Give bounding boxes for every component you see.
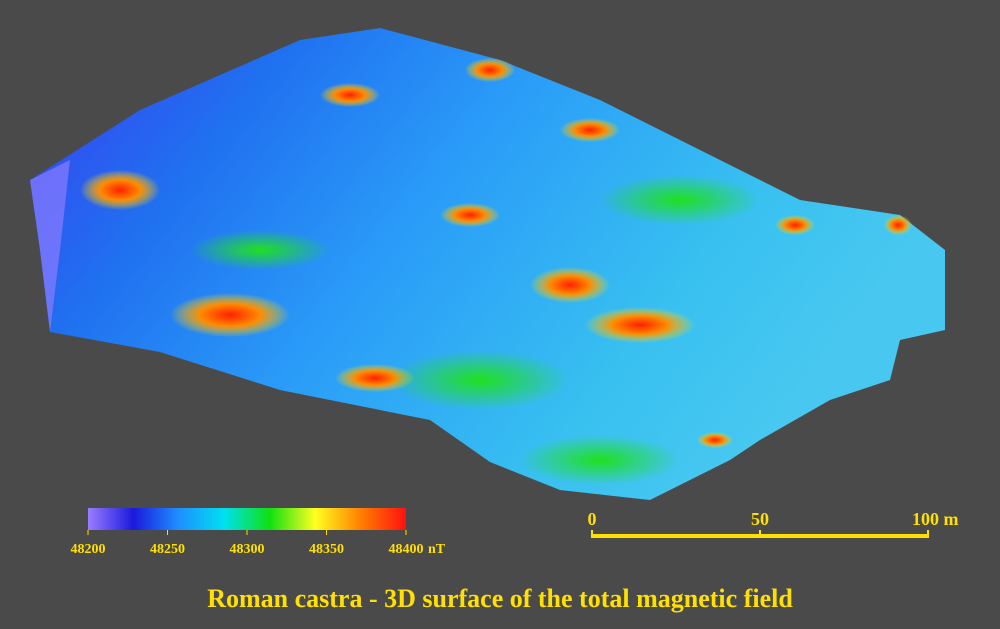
anomaly	[465, 58, 515, 82]
colorbar-tick-label: 48300	[230, 542, 265, 557]
anomaly	[320, 83, 380, 107]
colorbar-unit: nT	[428, 542, 446, 557]
violet-edge	[30, 160, 70, 332]
anomaly	[884, 215, 912, 235]
green-zone	[390, 350, 570, 410]
anomaly	[697, 432, 733, 448]
anomaly	[585, 307, 695, 343]
anomaly	[440, 203, 500, 227]
anomaly	[560, 118, 620, 142]
colorbar-tick-label: 48250	[150, 542, 185, 557]
anomaly	[530, 267, 610, 303]
scale-label: 100 m	[912, 509, 959, 529]
colorbar	[88, 508, 406, 530]
colorbar-tick-label: 48400	[389, 542, 424, 557]
scale-label: 0	[588, 509, 597, 529]
scale-label: 50	[751, 509, 769, 529]
figure-title: Roman castra - 3D surface of the total m…	[207, 584, 793, 613]
colorbar-tick-label: 48350	[309, 542, 344, 557]
magnetic-surface	[30, 28, 945, 500]
green-zone	[600, 175, 760, 225]
anomaly	[170, 293, 290, 337]
colorbar-tick-label: 48200	[71, 542, 106, 557]
green-zone	[190, 230, 330, 270]
green-zone	[520, 435, 680, 485]
anomalies	[80, 58, 912, 485]
anomaly	[775, 215, 815, 235]
anomaly	[80, 170, 160, 210]
